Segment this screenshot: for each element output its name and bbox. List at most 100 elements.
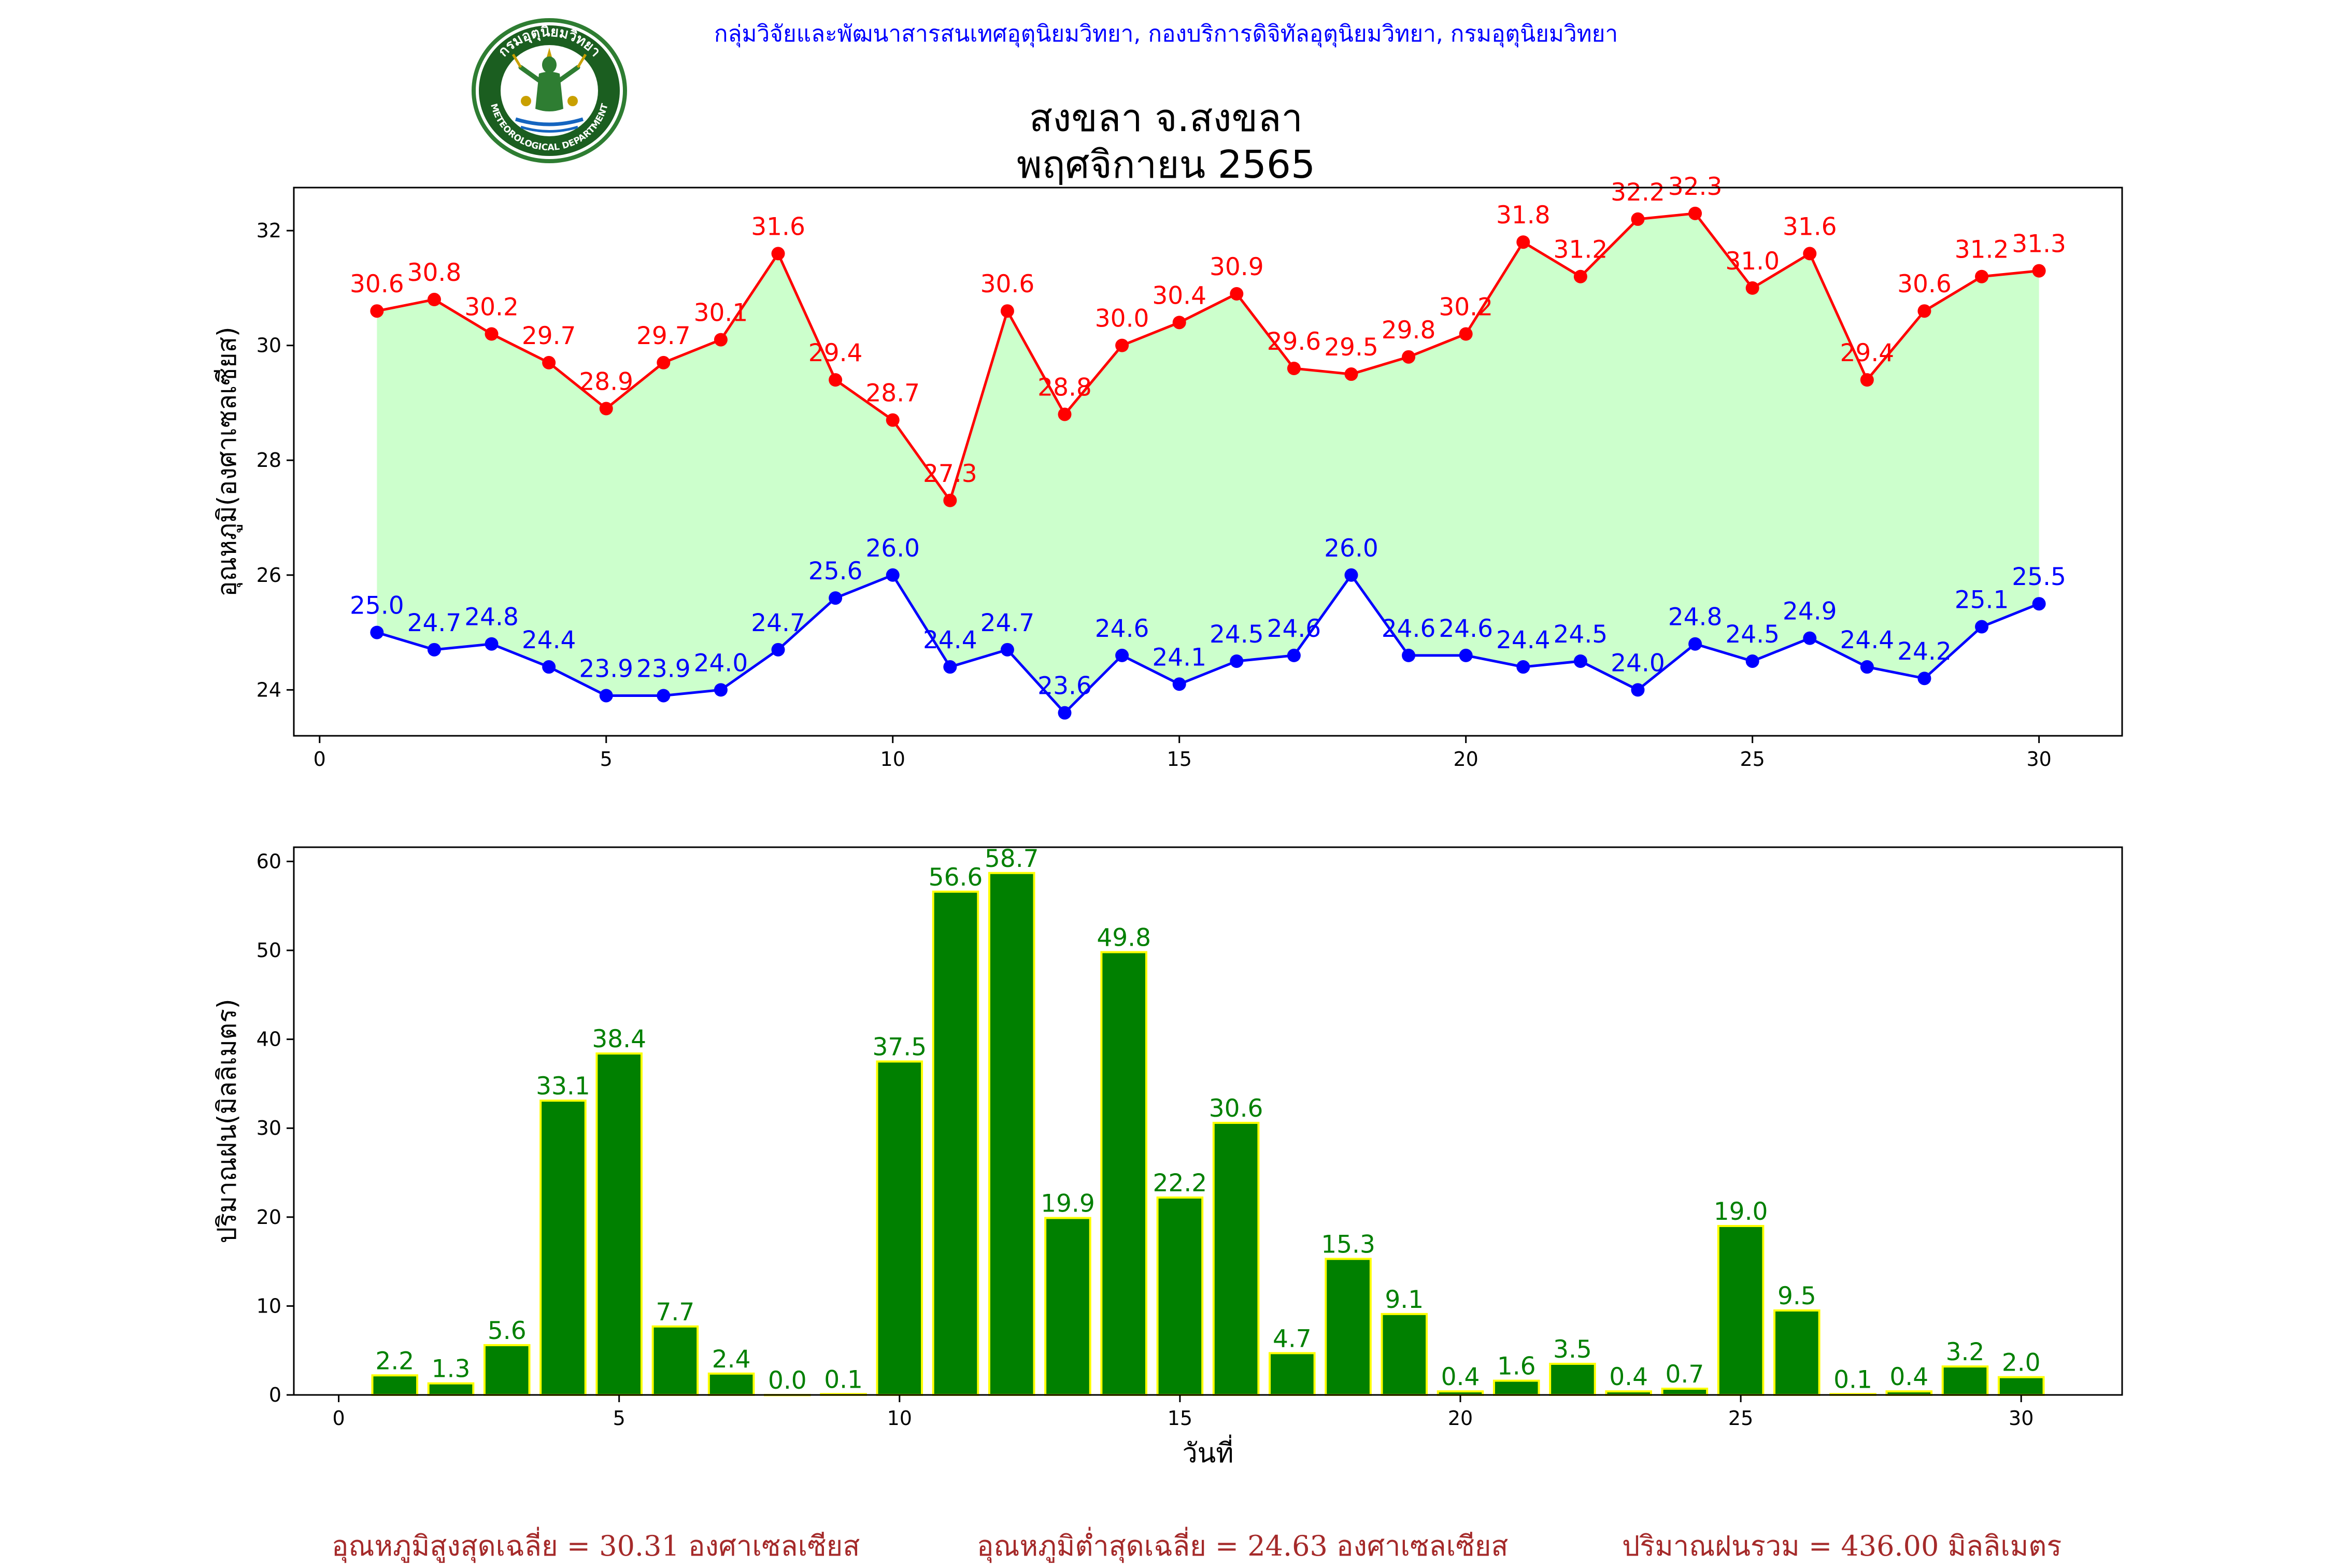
min-temp-data-label: 25.0 [350, 592, 404, 620]
rain-bar [932, 890, 979, 1396]
max-temp-point [1860, 373, 1874, 387]
min-temp-point [1917, 672, 1931, 686]
max-temp-point [1287, 361, 1301, 375]
rain-data-label: 37.5 [872, 1033, 927, 1062]
rain-data-label: 7.7 [656, 1298, 695, 1327]
rain-bar [1717, 1224, 1765, 1396]
min-temp-data-label: 24.6 [1382, 615, 1436, 643]
min-temp-data-label: 24.5 [1725, 620, 1780, 649]
min-temp-data-label: 23.6 [1037, 672, 1092, 701]
max-temp-point [1230, 287, 1244, 301]
max-temp-point [2032, 264, 2046, 278]
y-tick-label: 0 [269, 1384, 281, 1406]
max-temp-line [376, 212, 2039, 504]
max-temp-data-label: 30.8 [407, 259, 462, 287]
rain-data-label: 0.7 [1666, 1360, 1704, 1389]
min-temp-point [1631, 683, 1645, 697]
summary-avg-min: อุณหภูมิต่ำสุดเฉลี่ย = 24.63 องศาเซลเซีย… [977, 1530, 1509, 1562]
min-temp-data-label: 23.9 [636, 654, 691, 683]
y-tick-label: 28 [257, 449, 281, 472]
max-temp-data-label: 30.2 [1439, 293, 1493, 322]
y-tick-label: 20 [257, 1206, 281, 1229]
max-temp-data-label: 32.3 [1668, 173, 1723, 201]
temperature-plot-frame [293, 187, 2123, 737]
max-temp-data-label: 30.6 [350, 270, 404, 298]
rain-bar [483, 1344, 531, 1396]
min-temp-point [1058, 706, 1072, 720]
max-temp-point [427, 293, 441, 307]
rain-data-label: 2.4 [712, 1345, 751, 1374]
rain-data-label: 56.6 [929, 863, 983, 892]
min-temp-point [657, 689, 671, 703]
max-temp-point [829, 373, 843, 387]
rain-data-label: 38.4 [592, 1025, 646, 1053]
min-temp-point [1172, 677, 1186, 691]
chart-title-station: สงขลา จ.สงขลา [1029, 96, 1303, 140]
min-temp-data-label: 24.8 [1668, 603, 1723, 632]
min-temp-point [1230, 654, 1244, 668]
rainfall-y-axis-label: ปริมาณฝน(มิลลิเมตร) [212, 999, 242, 1243]
min-temp-point [427, 643, 441, 657]
max-temp-data-label: 28.9 [579, 368, 633, 396]
min-temp-point [886, 568, 900, 582]
min-temp-point [1000, 643, 1014, 657]
y-tick-label: 50 [257, 939, 281, 962]
min-temp-point [1573, 654, 1587, 668]
max-temp-point [1000, 304, 1014, 318]
min-temp-data-label: 24.7 [407, 609, 462, 637]
rain-bar [651, 1325, 699, 1396]
y-tick-label: 60 [257, 850, 281, 873]
max-temp-point [943, 493, 957, 507]
temperature-y-axis-label: อุณหภูมิ(องศาเซลเซียส) [212, 326, 243, 596]
min-temp-point [370, 625, 384, 639]
rain-data-label: 3.2 [1946, 1338, 1985, 1366]
max-temp-data-label: 29.4 [808, 339, 863, 367]
rain-data-label: 19.0 [1714, 1198, 1768, 1226]
max-temp-point [1745, 281, 1759, 295]
min-temp-data-label: 25.5 [2012, 563, 2066, 591]
min-temp-point [1459, 648, 1473, 662]
max-temp-data-label: 28.7 [865, 379, 920, 408]
max-temp-data-label: 30.1 [694, 299, 748, 327]
max-temp-point [599, 402, 613, 416]
max-temp-data-label: 28.8 [1037, 374, 1092, 402]
max-temp-data-label: 29.4 [1840, 339, 1895, 367]
max-temp-point [1459, 327, 1473, 341]
rain-data-label: 0.4 [1609, 1363, 1648, 1391]
max-temp-point [657, 355, 671, 369]
rain-data-label: 5.6 [488, 1317, 527, 1345]
min-temp-point [714, 683, 728, 697]
max-temp-point [542, 355, 556, 369]
rain-bar [371, 1374, 419, 1396]
max-temp-point [1516, 235, 1530, 249]
max-temp-point [1975, 269, 1989, 283]
max-temp-point [1917, 304, 1931, 318]
max-temp-point [1803, 247, 1817, 261]
min-temp-point [1344, 568, 1358, 582]
max-temp-data-label: 30.6 [980, 270, 1035, 298]
meteorological-department-seal-icon: กรมอุตุนิยมวิทยา METEOROLOGICAL DEPARTME… [472, 18, 627, 163]
min-temp-point [943, 660, 957, 674]
max-temp-data-label: 31.0 [1725, 247, 1780, 276]
x-tick-label: 20 [1454, 748, 1478, 771]
rainfall-x-axis-label: วันที่ [1182, 1434, 1233, 1469]
max-temp-data-label: 31.3 [2012, 230, 2066, 259]
rain-data-label: 49.8 [1097, 923, 1151, 952]
min-temp-line [376, 573, 2040, 715]
min-temp-point [1688, 637, 1702, 651]
min-temp-point [1803, 631, 1817, 645]
min-temp-data-label: 24.7 [751, 609, 805, 637]
temperature-range-fill [377, 213, 2039, 713]
max-temp-data-label: 29.7 [636, 322, 691, 350]
min-temp-data-label: 25.6 [808, 557, 863, 586]
rain-bar [539, 1100, 587, 1396]
rain-data-label: 1.3 [432, 1355, 471, 1384]
rain-bar [1997, 1376, 2045, 1396]
x-tick-label: 0 [314, 748, 326, 771]
rain-data-label: 2.0 [2002, 1349, 2041, 1377]
min-temp-point [1402, 648, 1416, 662]
summary-total-rain: ปริมาณฝนรวม = 436.00 มิลลิเมตร [1622, 1530, 2062, 1562]
x-tick-label: 25 [1740, 748, 1765, 771]
min-temp-point [599, 689, 613, 703]
